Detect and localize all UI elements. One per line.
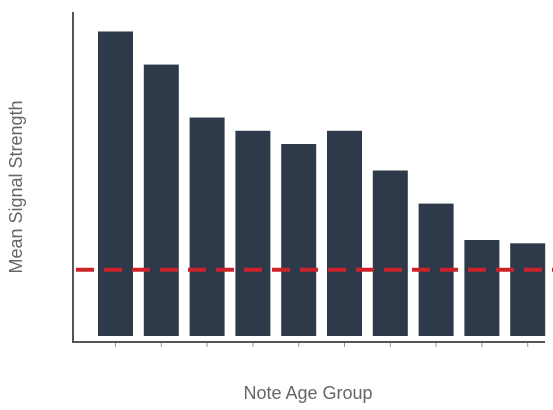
x-ticks bbox=[115, 343, 529, 347]
bar-6 bbox=[327, 130, 362, 336]
bar-2 bbox=[143, 64, 179, 336]
bar-1 bbox=[98, 31, 133, 336]
bar-3 bbox=[189, 117, 225, 336]
bar-10 bbox=[510, 243, 546, 336]
y-axis-label: Mean Signal Strength bbox=[6, 100, 26, 273]
bars-group bbox=[98, 31, 546, 336]
bar-9 bbox=[464, 240, 500, 336]
x-axis-label: Note Age Group bbox=[243, 383, 372, 403]
bar-7 bbox=[372, 170, 408, 336]
bar-5 bbox=[281, 144, 317, 336]
bar-4 bbox=[235, 130, 271, 336]
